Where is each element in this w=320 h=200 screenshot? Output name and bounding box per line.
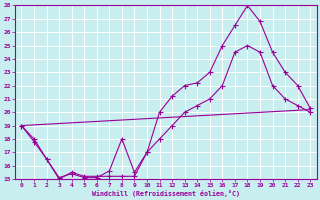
X-axis label: Windchill (Refroidissement éolien,°C): Windchill (Refroidissement éolien,°C) bbox=[92, 190, 240, 197]
